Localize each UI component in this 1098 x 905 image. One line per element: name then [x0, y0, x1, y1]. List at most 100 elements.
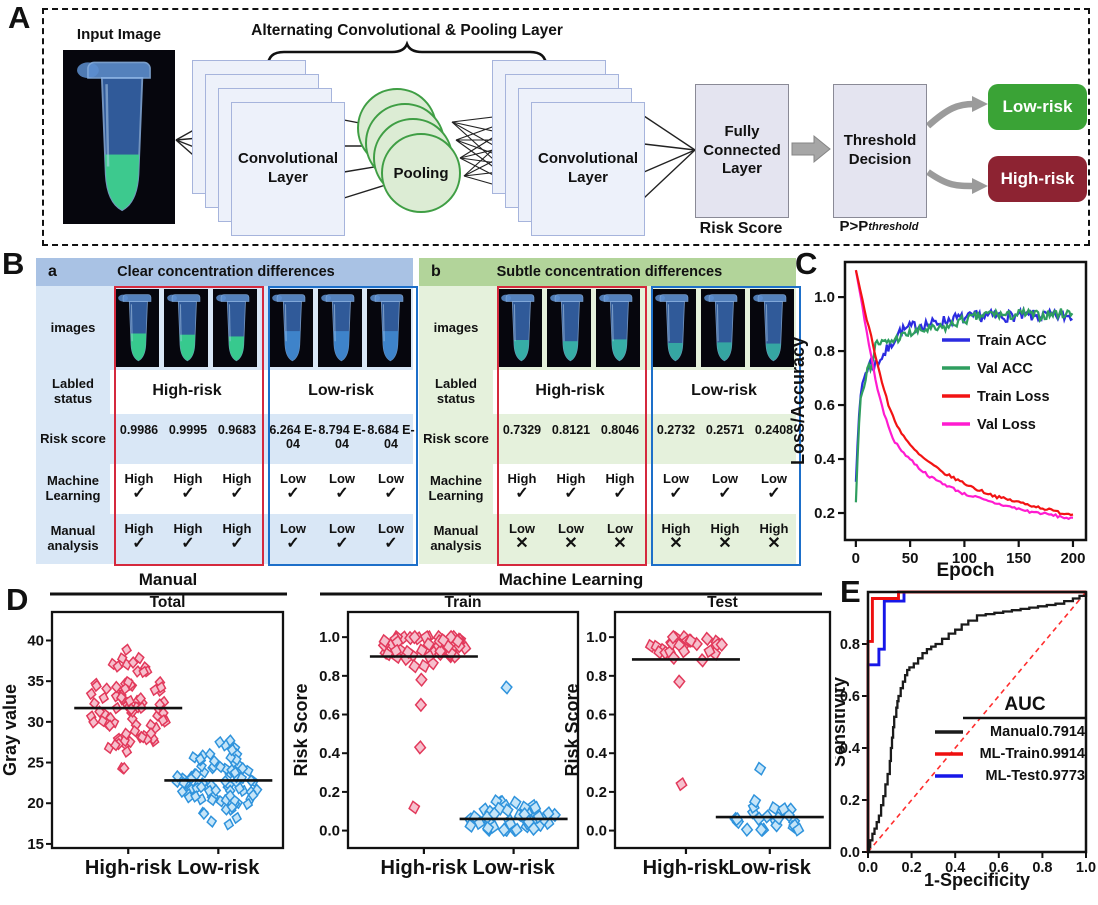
svg-text:1-Specificity: 1-Specificity	[924, 870, 1030, 890]
svg-text:15: 15	[27, 836, 44, 853]
threshold-formula: P>P threshold	[818, 218, 940, 235]
swarm-plots: Manual Machine Learning Total 15 20 25 30 35 40 G…	[0, 570, 835, 899]
data-point	[208, 754, 220, 768]
svg-text:0.2: 0.2	[586, 784, 607, 801]
panel-d-letter: D	[6, 582, 29, 617]
data-point	[138, 665, 150, 679]
svg-text:25: 25	[27, 755, 44, 772]
data-point	[223, 818, 235, 831]
panel-a-frame	[42, 8, 1090, 246]
data-point	[703, 643, 716, 659]
data-point	[777, 801, 790, 817]
svg-text:0.9773: 0.9773	[1041, 768, 1085, 784]
data-point	[501, 803, 514, 818]
data-point	[673, 674, 686, 689]
data-point	[122, 675, 134, 689]
data-point	[401, 644, 415, 660]
data-point	[740, 822, 754, 837]
data-point	[755, 822, 768, 837]
svg-text:150: 150	[1006, 550, 1031, 567]
data-point	[127, 656, 139, 669]
table-row	[110, 286, 413, 370]
svg-text:Train: Train	[444, 594, 481, 611]
threshold-decision: Threshold Decision	[833, 84, 927, 218]
conv-layer-1: Convolutional Layer	[231, 102, 345, 236]
brace-title: Alternating Convolutional & Pooling Laye…	[251, 22, 563, 39]
data-point	[118, 761, 130, 775]
svg-text:0.7914: 0.7914	[1041, 724, 1085, 740]
svg-text:0.0: 0.0	[586, 823, 607, 840]
table-subtle-differences: b Subtle concentration differences image…	[419, 258, 801, 566]
svg-text:Val Loss: Val Loss	[977, 417, 1036, 433]
svg-text:ML-Train: ML-Train	[980, 746, 1040, 762]
data-point	[124, 694, 135, 708]
roc-svg: 0.0 0.2 0.4 0.6 0.8 1.00.00.20.40.60.81-Speci…	[829, 590, 1096, 890]
data-point	[408, 800, 421, 815]
fully-connected-layer: Fully Connected Layer	[695, 84, 789, 218]
svg-text:35: 35	[27, 673, 44, 690]
svg-text:High-risk: High-risk	[643, 857, 731, 879]
data-point	[194, 752, 206, 766]
curve-arrow-high-icon	[926, 169, 975, 190]
data-point	[451, 633, 465, 649]
data-point	[129, 724, 141, 738]
brace-icon	[266, 40, 548, 68]
data-point	[121, 643, 133, 657]
data-point	[437, 632, 450, 648]
conv-layer-2: Convolutional Layer	[531, 102, 645, 236]
svg-text:0.0: 0.0	[858, 860, 878, 876]
data-point	[88, 715, 100, 729]
svg-text:0.6: 0.6	[319, 707, 340, 724]
svg-text:100: 100	[952, 550, 977, 567]
data-point	[509, 795, 522, 810]
svg-text:Machine Learning: Machine Learning	[499, 570, 644, 589]
training-curves-chart: 0 50 100 150 200 0.2 0.4 0.6 0.8 1.0 Epoch Loss/Acc…	[788, 250, 1098, 582]
data-point	[190, 790, 201, 803]
data-point	[229, 766, 241, 780]
data-point	[500, 680, 513, 695]
data-point	[145, 726, 157, 740]
data-point	[104, 719, 116, 733]
threshold-formula-base: P>P	[839, 218, 869, 235]
input-image	[63, 50, 175, 224]
data-point	[214, 760, 226, 774]
data-point	[126, 712, 138, 726]
data-point	[408, 658, 421, 674]
table-row	[493, 464, 796, 514]
row-label: images	[50, 319, 96, 335]
svg-text:Risk Score: Risk Score	[291, 683, 311, 776]
table-row	[110, 514, 413, 564]
panel-b-letter: B	[2, 246, 25, 281]
table-row	[493, 286, 796, 370]
data-point	[408, 629, 421, 645]
svg-text:0.8: 0.8	[319, 668, 340, 685]
data-point	[136, 730, 148, 744]
data-point	[242, 797, 254, 811]
row-label: Manual analysis	[430, 523, 482, 553]
swarm-plots-svg: Manual Machine Learning Total 15 20 25 30 35 40 G…	[0, 570, 832, 879]
data-point	[206, 793, 218, 807]
svg-text:1.0: 1.0	[586, 629, 607, 646]
table-tag: a	[48, 263, 57, 280]
series-Train-Loss	[854, 269, 1074, 517]
data-point	[677, 643, 691, 659]
data-point	[225, 751, 237, 764]
svg-text:200: 200	[1060, 550, 1085, 567]
row-label: Manual analysis	[47, 523, 99, 553]
svg-text:30: 30	[27, 714, 44, 731]
panel-e-letter: E	[840, 574, 861, 609]
data-point	[247, 788, 259, 802]
svg-text:0.8: 0.8	[840, 637, 860, 653]
svg-text:High-risk: High-risk	[85, 857, 173, 879]
threshold-formula-sub: threshold	[868, 220, 919, 233]
data-point	[715, 637, 729, 652]
svg-text:Total: Total	[150, 594, 186, 611]
svg-text:1.0: 1.0	[319, 629, 340, 646]
data-point	[133, 651, 145, 665]
table-row	[110, 370, 413, 414]
row-label: Risk score	[423, 430, 489, 446]
svg-text:Train Loss: Train Loss	[977, 389, 1050, 405]
series-Train-ACC	[854, 306, 1073, 482]
svg-text:0.0: 0.0	[319, 823, 340, 840]
data-point	[666, 629, 680, 645]
